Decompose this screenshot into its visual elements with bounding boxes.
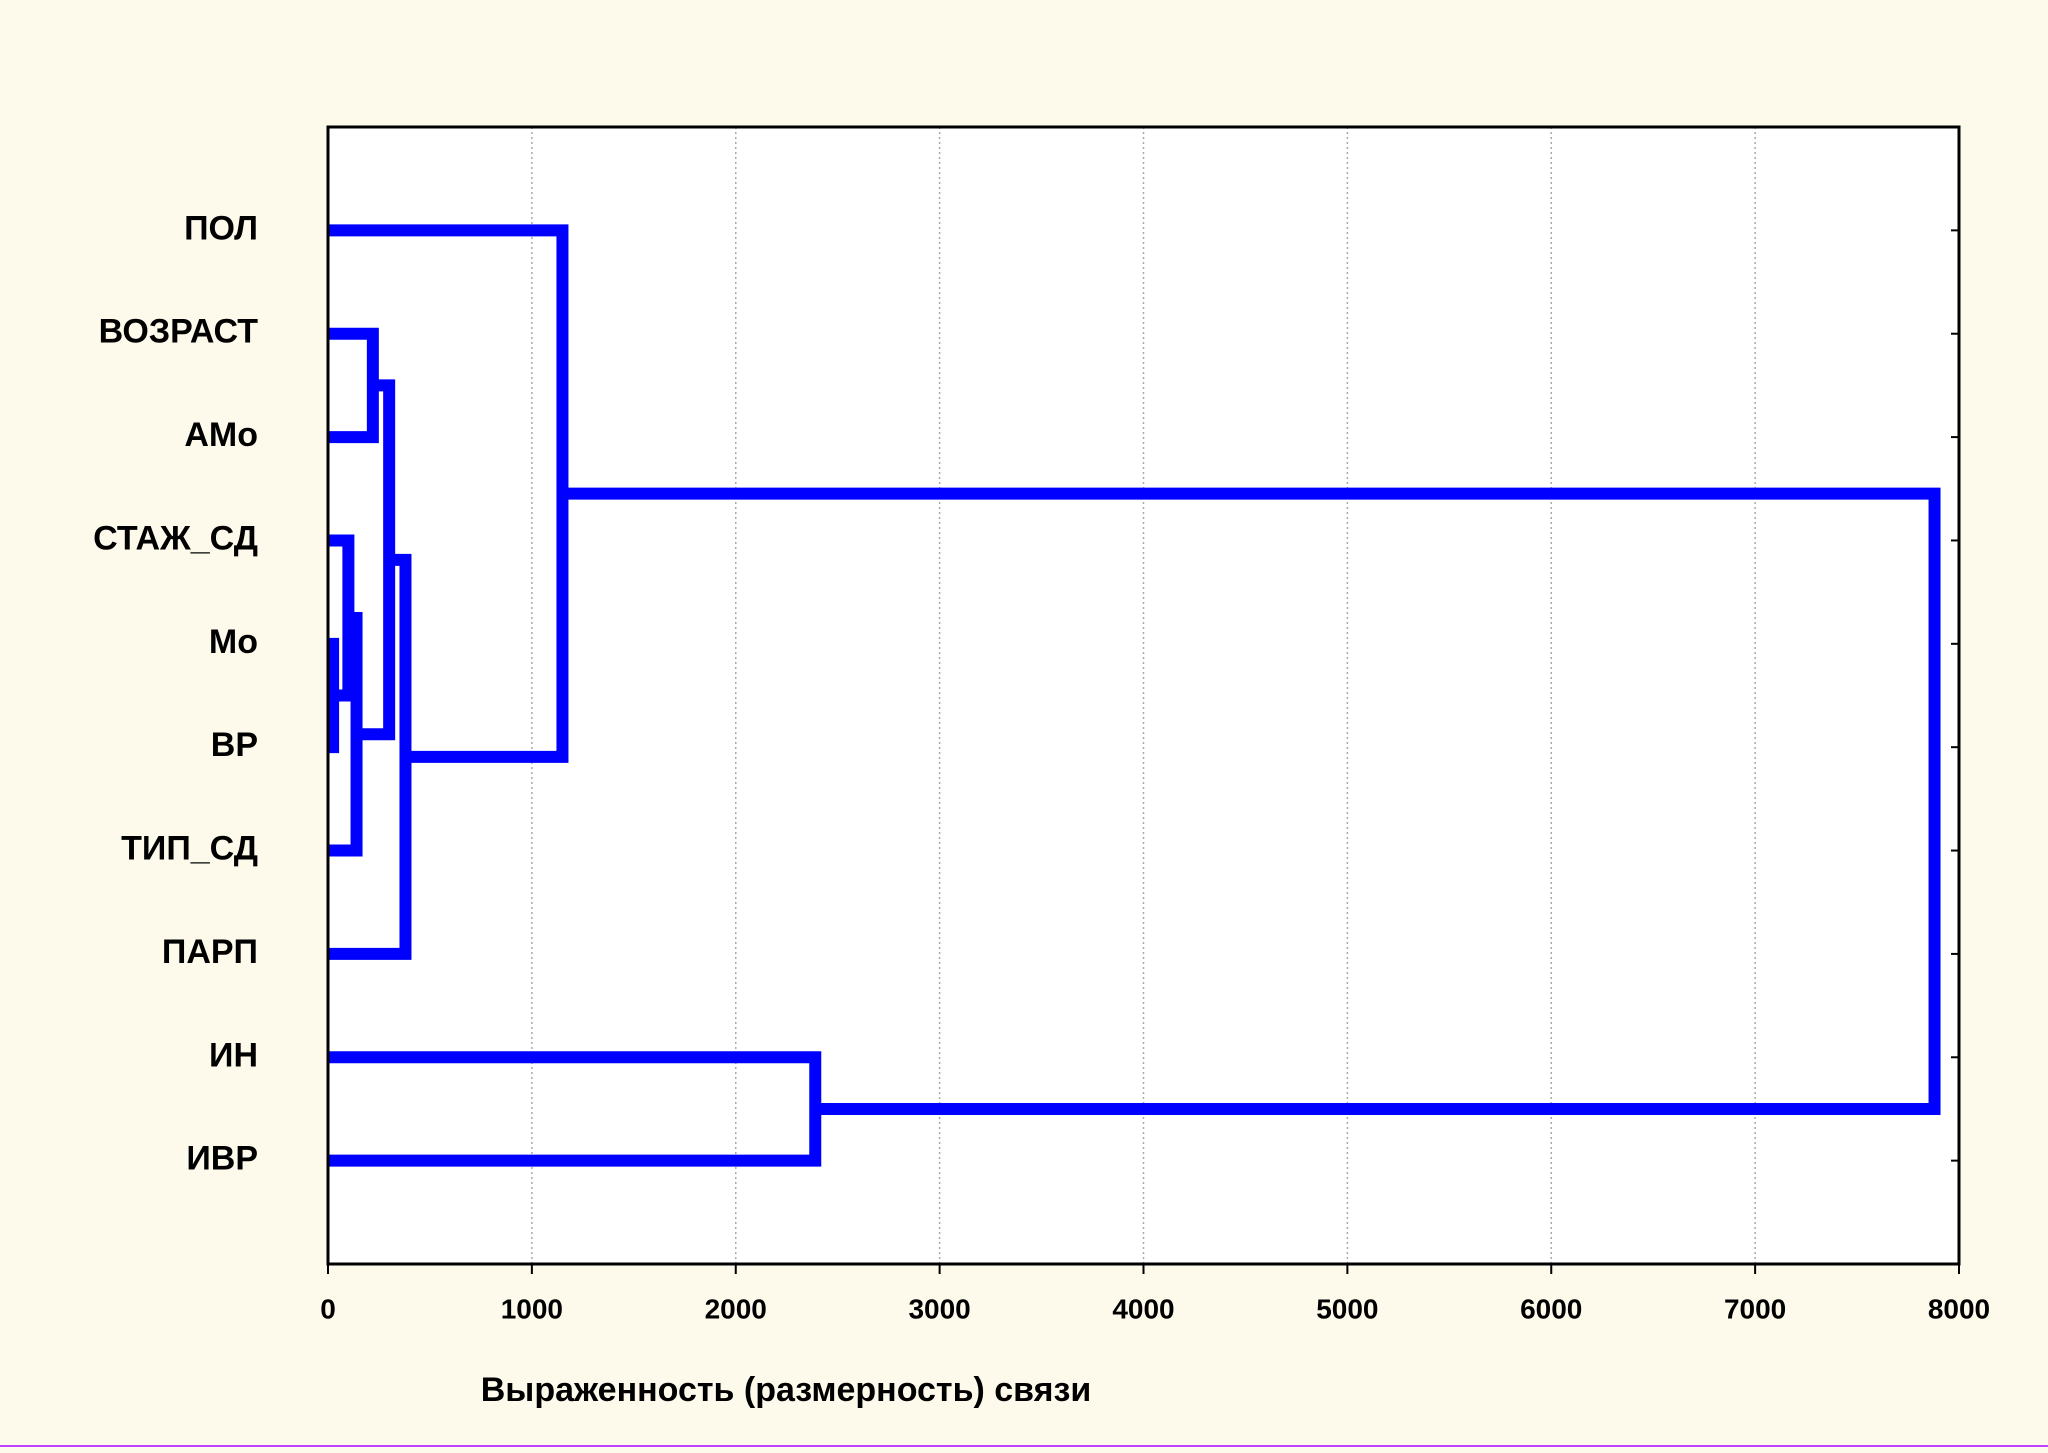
leaf-label: ПОЛ xyxy=(184,209,258,247)
x-tick-label: 8000 xyxy=(1928,1293,1990,1324)
plot-frame xyxy=(326,125,1961,1266)
x-axis-title: Выраженность (размерность) связи xyxy=(481,1371,1092,1409)
x-tick-label: 2000 xyxy=(705,1293,767,1324)
leaf-label: ИВР xyxy=(186,1140,258,1178)
leaf-label: ТИП_СД xyxy=(121,830,258,868)
cluster-link xyxy=(328,224,569,763)
plot-area xyxy=(328,127,1959,1264)
x-tick-label: 5000 xyxy=(1316,1293,1378,1324)
cluster-link xyxy=(328,1051,822,1167)
x-tick-label: 1000 xyxy=(501,1293,563,1324)
cluster-link xyxy=(562,487,1941,1115)
leaf-label: ПАРП xyxy=(162,933,258,971)
x-tick-label: 3000 xyxy=(908,1293,970,1324)
x-tick-label: 6000 xyxy=(1520,1293,1582,1324)
x-tick-label: 7000 xyxy=(1724,1293,1786,1324)
leaf-label: ВОЗРАСТ xyxy=(99,313,259,351)
leaf-label: ВР xyxy=(211,726,258,764)
x-tick-label: 0 xyxy=(320,1293,336,1324)
x-tick-label: 4000 xyxy=(1112,1293,1174,1324)
leaf-label: Мо xyxy=(209,623,258,661)
leaf-label: СТАЖ_СД xyxy=(93,519,258,557)
leaf-label: ИН xyxy=(209,1036,258,1074)
leaf-label: АМо xyxy=(184,416,258,454)
